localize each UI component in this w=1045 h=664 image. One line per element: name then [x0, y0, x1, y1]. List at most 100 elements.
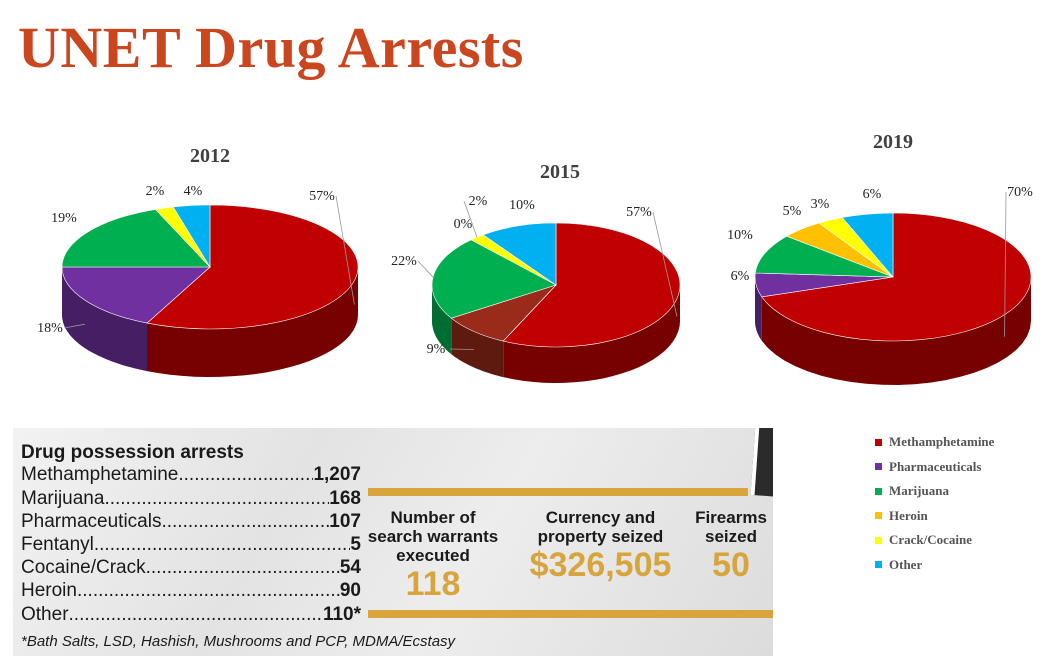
stat-label: Firearms: [695, 508, 767, 527]
leader-line: [449, 348, 475, 350]
stat-currency: Currency and property seized $326,505: [513, 508, 688, 584]
legend-swatch: [875, 536, 882, 544]
arrest-drug: Cocaine/Crack: [21, 557, 146, 578]
stat-label: seized: [705, 527, 757, 546]
leader-line: [335, 195, 355, 305]
legend-swatch: [875, 561, 882, 569]
arrest-row: Heroin 90: [21, 580, 361, 602]
arrest-count: 5: [350, 534, 361, 555]
page-title: UNET Drug Arrests: [18, 15, 524, 80]
arrest-row: Marijuana 168: [21, 488, 361, 510]
pie-slice: [146, 204, 359, 330]
legend-item: Pharmaceuticals: [875, 455, 994, 480]
arrest-drug: Marijuana: [21, 488, 105, 509]
legend-item: Methamphetamine: [875, 430, 994, 455]
data-label: 6%: [731, 269, 750, 284]
data-label: 9%: [427, 342, 446, 357]
pie-slice: [172, 204, 211, 269]
pie-slice: [431, 239, 557, 319]
pie-side: [503, 285, 680, 383]
stat-value: $326,505: [529, 546, 672, 584]
leader-line: [63, 323, 86, 329]
arrest-drug: Heroin: [21, 580, 77, 601]
data-label: 57%: [626, 205, 652, 220]
stat-firearms: Firearms seized 50: [685, 508, 773, 584]
pie-chart-2019: 2019 70% 6% 10% 5% 3% 6%: [727, 131, 1033, 385]
arrest-count: 168: [329, 488, 361, 509]
stat-value: 118: [405, 565, 461, 603]
legend-item: Other: [875, 553, 994, 578]
gold-divider-top: [368, 488, 748, 496]
arrest-count: 54: [339, 557, 361, 578]
leader-line: [463, 200, 478, 238]
leader-line: [652, 211, 678, 317]
footnote: *Bath Salts, LSD, Hashish, Mushrooms and…: [21, 633, 456, 650]
chart-legend: Methamphetamine Pharmaceuticals Marijuan…: [875, 430, 994, 577]
legend-item: Heroin: [875, 504, 994, 529]
gold-divider-bottom: [368, 610, 773, 618]
data-label: 18%: [37, 321, 63, 336]
chart-title: 2015: [540, 161, 580, 183]
photo-corner: [750, 428, 773, 497]
chart-title: 2019: [873, 131, 913, 153]
data-label: 70%: [1007, 185, 1033, 200]
data-label: 10%: [727, 228, 753, 243]
pie-chart-2015: 2015 57% 9% 22% 0% 2% 10%: [391, 161, 681, 383]
pie-side: [147, 267, 358, 377]
arrest-drug: Pharmaceuticals: [21, 511, 162, 532]
stat-label: executed: [396, 546, 470, 565]
legend-swatch: [875, 463, 882, 471]
pie-side: [451, 318, 504, 378]
legend-label: Heroin: [889, 507, 928, 523]
pie-slice: [502, 222, 681, 348]
arrest-drug: Methamphetamine: [21, 464, 179, 485]
legend-swatch: [875, 487, 882, 495]
data-label: 57%: [309, 189, 335, 204]
stat-label: property seized: [537, 527, 664, 546]
chart-title: 2012: [190, 145, 230, 167]
leader-line: [1004, 191, 1007, 337]
pie-side: [761, 277, 1031, 385]
data-label: 2%: [469, 194, 488, 209]
arrest-count: 110*: [322, 604, 361, 625]
panel-title: Drug possession arrests: [21, 442, 244, 463]
data-label: 6%: [863, 187, 882, 202]
arrest-count: 107: [329, 511, 361, 532]
legend-item: Crack/Cocaine: [875, 528, 994, 553]
arrests-infographic: Drug possession arrests Methamphetamine 1…: [13, 428, 773, 656]
arrest-row: Cocaine/Crack 54: [21, 557, 361, 579]
legend-swatch: [875, 512, 882, 520]
arrest-row: Fentanyl 5: [21, 534, 361, 556]
pie-slice: [841, 212, 894, 278]
pie-side: [62, 267, 147, 372]
arrest-row: Pharmaceuticals 107: [21, 511, 361, 533]
legend-label: Pharmaceuticals: [889, 458, 982, 474]
data-label: 10%: [509, 198, 535, 213]
legend-item: Marijuana: [875, 479, 994, 504]
legend-swatch: [875, 438, 882, 446]
arrest-count: 90: [339, 580, 361, 601]
stat-warrants: Number of search warrants executed 118: [353, 508, 513, 603]
arrest-row: Methamphetamine 1,207: [21, 464, 361, 486]
data-label: 3%: [811, 197, 830, 212]
legend-label: Methamphetamine: [889, 434, 995, 450]
leader-line: [417, 260, 434, 278]
pie-slice: [754, 235, 894, 278]
arrest-drug: Other: [21, 604, 69, 625]
data-label: 0%: [454, 217, 473, 232]
pie-slice: [61, 209, 211, 268]
legend-label: Other: [889, 556, 923, 572]
arrest-drug: Fentanyl: [21, 534, 94, 555]
arrest-count: 1,207: [313, 464, 361, 485]
legend-label: Crack/Cocaine: [889, 532, 973, 548]
data-label: 2%: [146, 184, 165, 199]
stat-value: 50: [712, 546, 750, 584]
stat-label: Number of: [390, 508, 476, 527]
arrest-row: Other 110*: [21, 604, 361, 626]
data-label: 19%: [51, 211, 77, 226]
data-label: 22%: [391, 254, 417, 269]
pie-chart-2012: 2012 57% 18% 19% 2% 4%: [37, 145, 359, 377]
stat-label: Currency and: [545, 508, 656, 527]
pie-side: [755, 277, 762, 341]
